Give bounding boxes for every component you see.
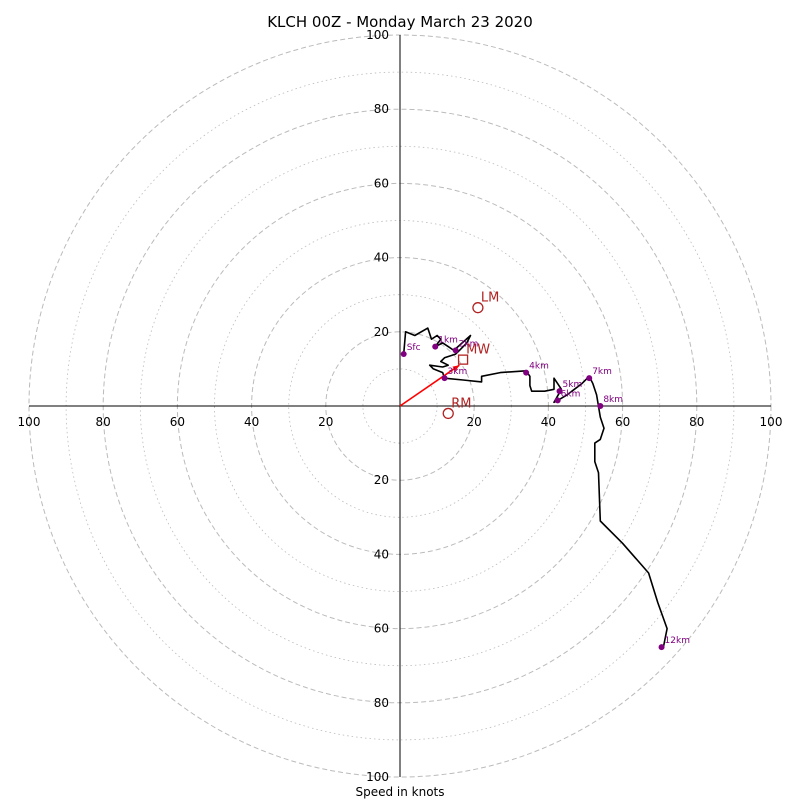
height-label-2km: 2km: [459, 339, 479, 349]
motion-label-rm: RM: [451, 396, 471, 411]
mean-wind-line: [399, 364, 460, 407]
height-label-4km: 4km: [529, 362, 549, 372]
height-point-12km: [658, 644, 665, 651]
x-tick-label: 60: [170, 415, 185, 429]
y-tick-label: 40: [374, 251, 389, 265]
motion-marker-lm: [472, 302, 484, 314]
tick-labels: 100 100 80 80 60 60 40 40 20 20 20 20 40 40 60 60 80 80 10…: [18, 28, 783, 784]
storm-motion-markers: LM MW RM: [442, 291, 499, 420]
height-label-8km: 8km: [603, 395, 623, 405]
y-tick-label: 60: [374, 622, 389, 636]
y-tick-label: 20: [374, 325, 389, 339]
height-label-3km: 3km: [448, 367, 468, 377]
x-tick-label: 20: [318, 415, 333, 429]
x-tick-label: 20: [467, 415, 482, 429]
x-tick-label: 100: [18, 415, 41, 429]
y-tick-label: 20: [374, 473, 389, 487]
x-tick-label: 60: [615, 415, 630, 429]
y-tick-label: 100: [366, 28, 389, 42]
x-tick-label: 40: [541, 415, 556, 429]
y-tick-label: 60: [374, 176, 389, 190]
height-label-sfc: Sfc: [407, 343, 421, 353]
mean-wind-vector: [399, 364, 460, 407]
motion-marker-mw: [457, 354, 469, 365]
height-label-7km: 7km: [592, 367, 612, 377]
height-point-sfc: [400, 351, 407, 358]
height-point-5km: [556, 388, 563, 395]
chart-title: KLCH 00Z - Monday March 23 2020: [267, 13, 533, 31]
x-tick-label: 80: [96, 415, 111, 429]
x-axis-label: Speed in knots: [355, 785, 444, 799]
height-point-8km: [597, 403, 604, 409]
x-tick-label: 80: [689, 415, 704, 429]
height-label-1km: 1km: [438, 336, 458, 346]
x-tick-label: 40: [244, 415, 259, 429]
height-label-5km: 5km: [563, 380, 583, 390]
height-point-4km: [523, 369, 530, 376]
x-tick-label: 100: [760, 415, 783, 429]
y-tick-label: 40: [374, 547, 389, 561]
height-point-1km: [432, 343, 439, 350]
height-label-12km: 12km: [665, 636, 690, 646]
height-point-6km: [554, 397, 561, 404]
motion-marker-rm: [442, 407, 454, 420]
height-point-7km: [586, 375, 593, 382]
y-tick-label: 100: [366, 770, 389, 784]
height-label-6km: 6km: [561, 389, 581, 399]
y-tick-label: 80: [374, 102, 389, 116]
y-tick-label: 80: [374, 696, 389, 710]
height-point-2km: [452, 347, 459, 354]
motion-label-mw: MW: [466, 343, 490, 358]
height-point-3km: [441, 375, 448, 382]
mean-wind-arrowhead: [452, 365, 460, 372]
motion-label-lm: LM: [481, 291, 499, 306]
